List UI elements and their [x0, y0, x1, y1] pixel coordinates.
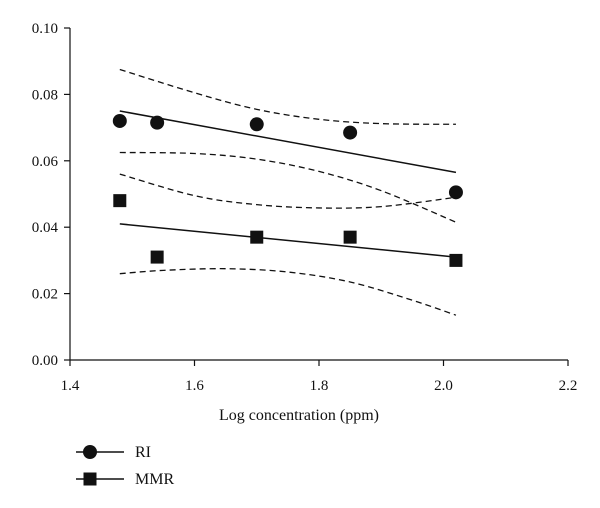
plot-area — [112, 68, 463, 316]
y-tick-label: 0.10 — [32, 21, 58, 37]
ri-point — [249, 117, 264, 132]
y-tick-label: 0.00 — [32, 353, 58, 369]
x-tick-label: 1.8 — [310, 378, 329, 394]
legend-item-mmr: MMR — [76, 471, 174, 488]
axes: 0.00 0.02 0.04 0.06 0.08 0.10 1.4 1.6 1.8 2.0 2.2 — [32, 21, 578, 394]
legend: RI MMR — [76, 444, 174, 488]
mmr-fit-line — [119, 223, 457, 258]
x-tick-label: 1.4 — [61, 378, 80, 394]
mmr-point — [449, 253, 463, 267]
ri-point — [448, 185, 463, 200]
ri-point — [150, 115, 165, 130]
x-axis-label: Log concentration (ppm) — [219, 407, 379, 424]
y-tick-label: 0.04 — [32, 220, 59, 236]
y-ticks: 0.00 0.02 0.04 0.06 0.08 0.10 — [32, 21, 70, 369]
legend-square-marker — [83, 472, 97, 486]
legend-label: RI — [135, 444, 151, 461]
ri-point — [112, 113, 127, 128]
legend-circle-marker — [83, 445, 97, 459]
ri-point — [343, 125, 358, 140]
mmr-ci-lower-line — [119, 268, 457, 316]
x-tick-label: 2.2 — [559, 378, 578, 394]
ri-fit-line — [119, 110, 457, 174]
mmr-ci-upper-line — [119, 173, 457, 209]
x-tick-label: 1.6 — [185, 378, 204, 394]
mmr-point — [150, 250, 164, 264]
x-ticks: 1.4 1.6 1.8 2.0 2.2 — [61, 360, 578, 394]
mmr-point — [113, 194, 127, 208]
mmr-point — [343, 230, 357, 244]
series-mmr — [113, 173, 463, 316]
x-tick-label: 2.0 — [434, 378, 453, 394]
ri-ci-lower-line — [119, 151, 457, 223]
legend-item-ri: RI — [76, 444, 151, 461]
y-tick-label: 0.06 — [32, 154, 59, 170]
series-ri — [112, 68, 463, 223]
legend-label: MMR — [135, 471, 174, 488]
mmr-point — [250, 230, 264, 244]
y-tick-label: 0.08 — [32, 87, 58, 103]
y-tick-label: 0.02 — [32, 287, 58, 303]
ri-ci-upper-line — [119, 68, 456, 125]
